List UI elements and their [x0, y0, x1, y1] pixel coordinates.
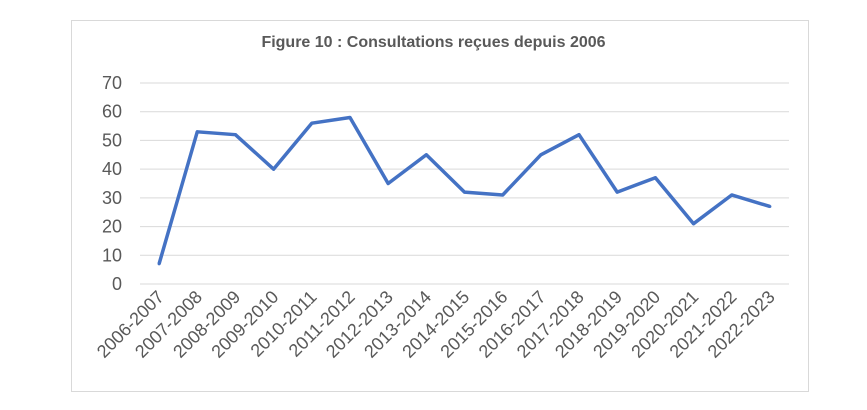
data-point — [501, 193, 505, 197]
data-point — [424, 153, 428, 157]
data-point — [386, 182, 390, 185]
chart-title: Figure 10 : Consultations reçues depuis … — [261, 34, 606, 51]
data-point — [310, 121, 314, 125]
y-tick-label: 30 — [102, 188, 122, 208]
y-tick-label: 70 — [102, 73, 122, 93]
data-point — [577, 133, 581, 137]
data-point — [157, 262, 161, 266]
data-point — [233, 133, 237, 137]
data-point — [692, 222, 696, 226]
data-point — [195, 130, 199, 134]
data-point — [463, 190, 466, 194]
y-tick-label: 50 — [102, 130, 122, 150]
y-tick-label: 0 — [112, 274, 122, 294]
chart-frame — [71, 20, 809, 392]
y-tick-label: 60 — [102, 102, 122, 122]
data-point — [730, 193, 734, 197]
data-point — [539, 153, 543, 157]
data-point — [348, 115, 352, 119]
data-point — [615, 190, 619, 194]
y-tick-label: 40 — [102, 159, 122, 179]
y-tick-label: 10 — [102, 245, 122, 265]
data-point — [272, 167, 276, 171]
data-point — [768, 204, 772, 208]
y-tick-label: 20 — [102, 217, 122, 237]
data-point — [653, 176, 657, 180]
